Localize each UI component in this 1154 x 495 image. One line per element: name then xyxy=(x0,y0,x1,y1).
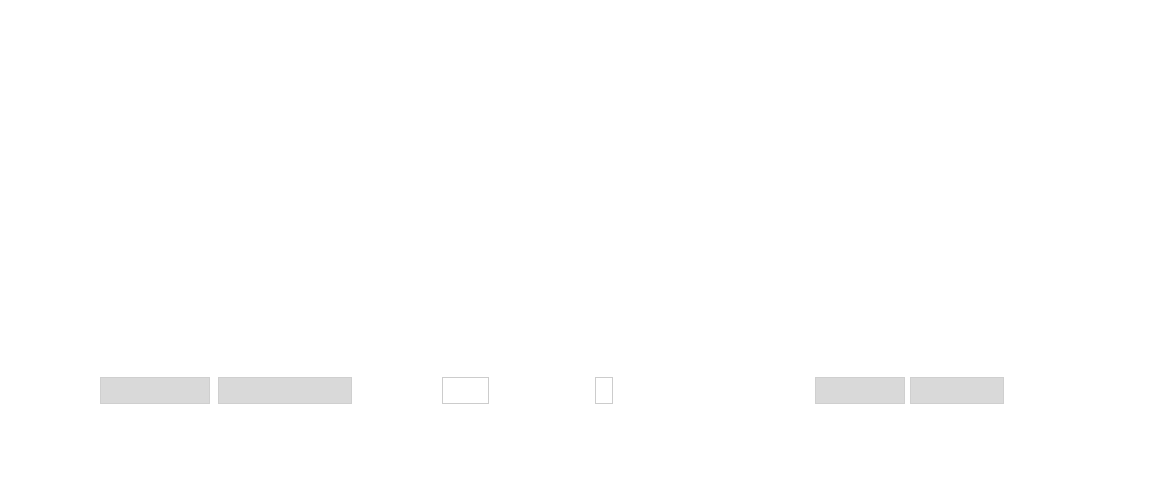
episode-input[interactable] xyxy=(595,377,613,404)
button[interactable] xyxy=(910,377,1004,404)
fog-input[interactable] xyxy=(442,377,489,404)
button[interactable] xyxy=(100,377,210,404)
figure xyxy=(0,0,1154,415)
button[interactable] xyxy=(815,377,905,404)
button[interactable] xyxy=(218,377,352,404)
